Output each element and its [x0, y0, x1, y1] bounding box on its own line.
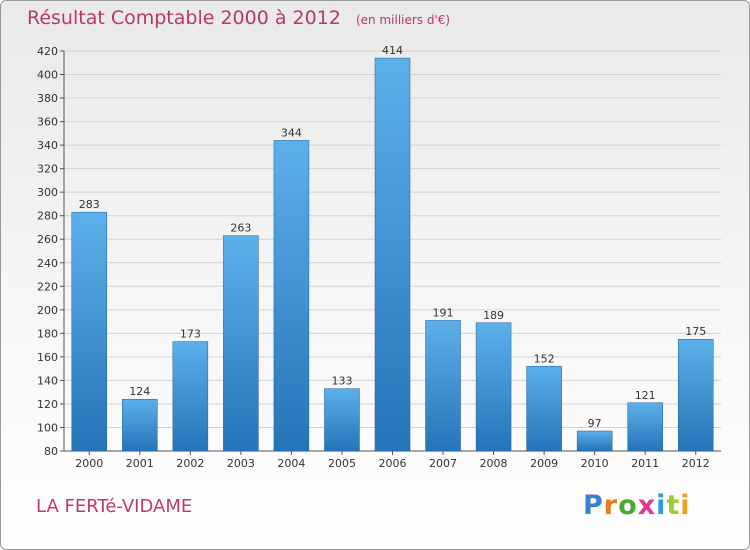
logo-letter: P — [583, 490, 604, 521]
bar-value-label: 97 — [588, 417, 602, 430]
bar-2008[interactable] — [475, 322, 512, 452]
bar-2004[interactable] — [273, 140, 310, 452]
bar-2001[interactable] — [122, 398, 158, 452]
commune-name: LA FERTé-VIDAME — [36, 496, 193, 517]
logo-letter: x — [637, 490, 657, 521]
chart-title-units: (en milliers d'€) — [355, 13, 451, 27]
x-tick-label: 2008 — [480, 457, 508, 470]
y-tick-label: 160 — [37, 351, 58, 364]
bar-2012[interactable] — [677, 338, 714, 452]
x-tick-label: 2003 — [227, 457, 255, 470]
bar-value-label: 191 — [433, 306, 454, 319]
y-tick-label: 80 — [44, 445, 58, 458]
x-tick-label: 2010 — [581, 457, 609, 470]
logo-letter: t — [666, 490, 681, 521]
y-tick-label: 180 — [37, 327, 58, 340]
y-tick-label: 340 — [37, 139, 58, 152]
bar-value-label: 121 — [635, 389, 656, 402]
x-tick-label: 2005 — [328, 457, 356, 470]
bar-2010[interactable] — [576, 430, 613, 452]
bar-value-label: 344 — [281, 126, 302, 139]
proxiti-logo[interactable]: Proxiti — [583, 490, 691, 521]
x-tick-label: 2012 — [682, 457, 710, 470]
bar-value-label: 152 — [534, 352, 555, 365]
y-tick-label: 380 — [37, 92, 58, 105]
x-tick-label: 2004 — [277, 457, 305, 470]
x-tick-label: 2000 — [75, 457, 103, 470]
y-tick-label: 300 — [37, 186, 58, 199]
bar-value-label: 263 — [230, 222, 251, 235]
x-tick-label: 2009 — [530, 457, 558, 470]
logo-letter: r — [603, 490, 619, 521]
bar-value-label: 124 — [129, 385, 150, 398]
y-tick-label: 360 — [37, 116, 58, 129]
chart-title-main: Résultat Comptable 2000 à 2012 — [27, 7, 341, 29]
x-tick-label: 2002 — [176, 457, 204, 470]
bar-2011[interactable] — [627, 402, 663, 452]
bar-2006[interactable] — [374, 57, 411, 452]
logo-letter: i — [656, 490, 667, 521]
y-tick-label: 240 — [37, 257, 58, 270]
bar-2009[interactable] — [526, 366, 562, 452]
y-tick-label: 420 — [37, 45, 58, 58]
x-tick-label: 2006 — [379, 457, 407, 470]
logo-letter: i — [680, 490, 691, 521]
bar-value-label: 175 — [685, 325, 706, 338]
bar-2000[interactable] — [71, 211, 108, 452]
y-tick-label: 200 — [37, 304, 58, 317]
bar-value-label: 189 — [483, 309, 504, 322]
bar-value-label: 283 — [79, 198, 100, 211]
bar-value-label: 173 — [180, 328, 201, 341]
y-tick-label: 400 — [37, 69, 58, 82]
bar-2003[interactable] — [223, 235, 259, 452]
bar-value-label: 414 — [382, 44, 403, 57]
y-tick-label: 260 — [37, 233, 58, 246]
logo-letter: o — [618, 490, 638, 521]
chart-title: Résultat Comptable 2000 à 2012 (en milli… — [27, 7, 450, 29]
y-tick-label: 280 — [37, 210, 58, 223]
x-tick-label: 2007 — [429, 457, 457, 470]
bar-value-label: 133 — [331, 375, 352, 388]
bar-2007[interactable] — [425, 320, 461, 452]
bar-2002[interactable] — [172, 341, 209, 452]
y-tick-label: 220 — [37, 280, 58, 293]
y-tick-label: 100 — [37, 421, 58, 434]
x-tick-label: 2011 — [631, 457, 659, 470]
y-tick-label: 320 — [37, 163, 58, 176]
x-tick-label: 2001 — [126, 457, 154, 470]
y-tick-label: 120 — [37, 398, 58, 411]
bar-2005[interactable] — [324, 388, 360, 452]
y-tick-label: 140 — [37, 374, 58, 387]
